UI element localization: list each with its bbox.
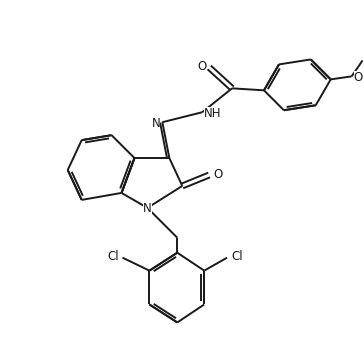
- Text: O: O: [197, 60, 206, 73]
- Text: NH: NH: [204, 107, 222, 120]
- Text: N: N: [152, 117, 161, 130]
- Text: Cl: Cl: [231, 250, 243, 263]
- Text: Cl: Cl: [107, 250, 119, 263]
- Text: N: N: [143, 203, 152, 215]
- Text: O: O: [213, 167, 222, 181]
- Text: O: O: [353, 71, 363, 84]
